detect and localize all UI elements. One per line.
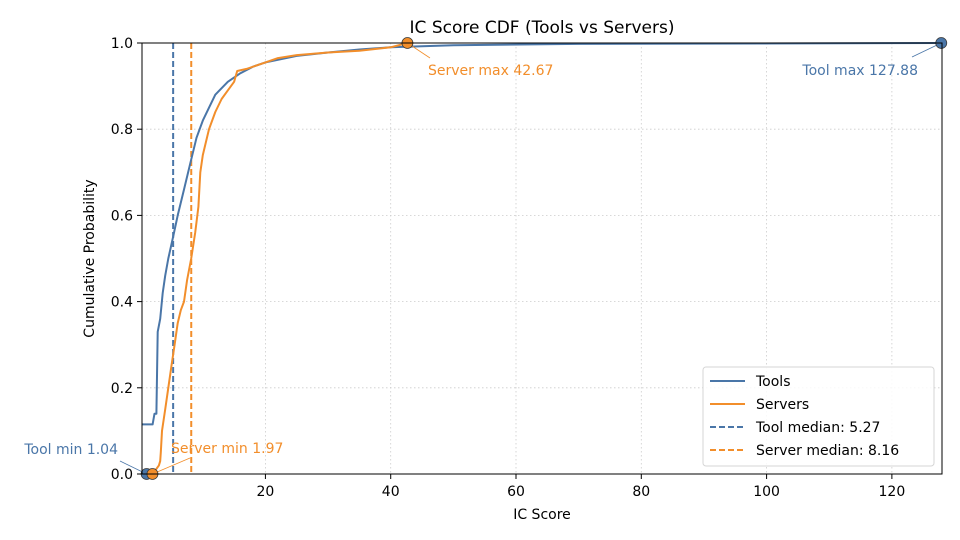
annotation-label: Server min 1.97 (171, 441, 283, 457)
x-tick-label: 20 (257, 484, 275, 500)
median-lines (172, 43, 193, 474)
legend: Tools Servers Tool median: 5.27 Server medi… (702, 366, 935, 467)
chart-title: IC Score CDF (Tools vs Servers) (410, 18, 675, 38)
y-tick-label: 0.0 (111, 467, 133, 483)
x-tick-label: 60 (507, 484, 525, 500)
x-tick-label: 80 (632, 484, 650, 500)
y-tick-label: 0.2 (111, 381, 133, 397)
series-lines (142, 42, 942, 475)
y-axis-label: Cumulative Probability (82, 179, 98, 337)
plot-frame (141, 42, 943, 475)
legend-box (702, 366, 935, 467)
y-tick-label: 0.8 (111, 122, 133, 138)
x-tick-label: 120 (879, 484, 906, 500)
annotation-label: Server max 42.67 (428, 63, 553, 79)
annotation-label: Tool min 1.04 (23, 442, 118, 458)
y-tick-label: 0.6 (111, 208, 133, 224)
legend-label: Tools (755, 374, 791, 390)
series-line-servers (151, 42, 408, 475)
x-tick-label: 40 (382, 484, 400, 500)
legend-label: Tool median: 5.27 (755, 420, 880, 436)
x-axis-label: IC Score (513, 507, 571, 523)
legend-label: Server median: 8.16 (756, 443, 899, 459)
axis-ticks: 20 40 60 80 100 120 0.0 0.2 0.4 0.6 0.8 1.0 (111, 36, 906, 500)
y-tick-label: 1.0 (111, 36, 133, 52)
y-tick-label: 0.4 (111, 295, 133, 311)
annotation-label: Tool max 127.88 (801, 63, 918, 79)
x-tick-label: 100 (753, 484, 780, 500)
annotations: Tool min 1.04 Server min 1.97 Server max 4… (23, 37, 948, 480)
legend-label: Servers (756, 397, 809, 413)
annotation-leader (152, 457, 191, 475)
